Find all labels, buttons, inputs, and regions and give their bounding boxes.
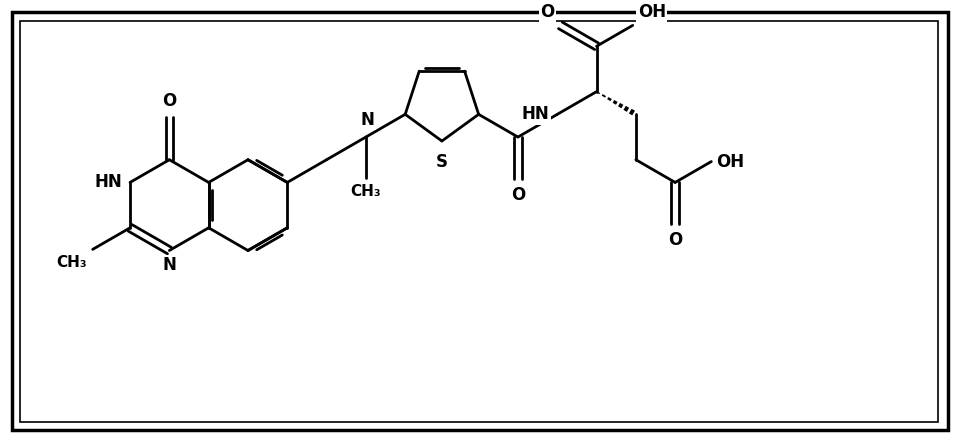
Text: N: N bbox=[361, 111, 374, 129]
Text: OH: OH bbox=[637, 3, 666, 21]
Text: CH₃: CH₃ bbox=[56, 255, 86, 270]
Text: O: O bbox=[540, 3, 555, 21]
FancyBboxPatch shape bbox=[12, 12, 948, 430]
Text: OH: OH bbox=[716, 153, 744, 170]
Text: O: O bbox=[511, 186, 525, 204]
Text: N: N bbox=[162, 256, 177, 274]
Text: S: S bbox=[436, 153, 448, 171]
Text: CH₃: CH₃ bbox=[350, 184, 381, 199]
Text: O: O bbox=[668, 231, 683, 249]
Text: HN: HN bbox=[94, 174, 122, 191]
Text: HN: HN bbox=[521, 106, 549, 123]
Text: O: O bbox=[162, 92, 177, 110]
